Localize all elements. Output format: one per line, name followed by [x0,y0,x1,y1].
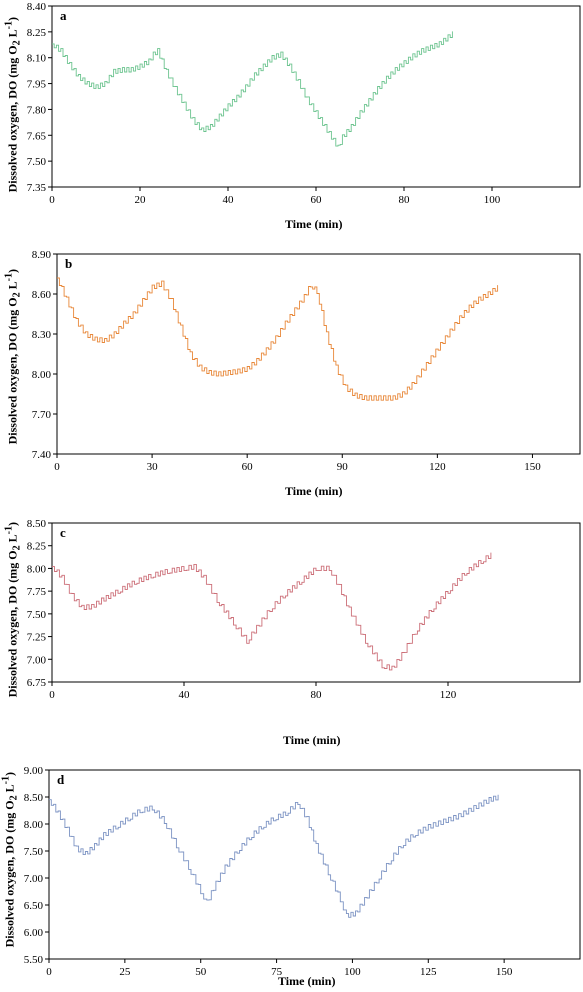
x-tick-label: 60 [311,194,323,206]
x-tick-label: 60 [242,461,254,473]
y-tick-label: 7.80 [27,104,47,116]
x-tick-label: 90 [337,461,349,473]
y-tick-label: 7.25 [27,632,47,644]
chart-b: 7.40 7.70 8.00 8.30 8.60 8.90 0 30 60 90 120 150 b [32,249,581,473]
y-tick-label: 7.40 [32,449,52,461]
panel-a: 7.35 7.50 7.65 7.80 7.95 8.10 8.25 8.40 0 20 40 60 8… [0,0,583,248]
x-tick-label: 20 [135,194,147,206]
y-tick-label: 7.95 [27,79,47,91]
x-tick-label: 80 [311,689,323,701]
x-tick-label: 30 [147,461,159,473]
x-axis-title: Time (min) [283,733,341,747]
x-tick-label: 40 [179,689,191,701]
panel-b: 7.40 7.70 8.00 8.30 8.60 8.90 0 30 60 90 120 150 b D… [0,248,583,500]
y-axis-title: Dissolved oxygen, DO (mg O2 L-1) [3,522,23,698]
plot-frame [51,5,581,188]
chart-d: 5.50 6.00 6.50 7.00 7.50 8.00 8.50 9.00 0 25 50 75 1… [24,765,581,978]
x-tick-label: 0 [49,689,55,701]
y-tick-label: 6.75 [27,677,47,689]
plot-frame [56,253,581,455]
panel-letter: c [60,525,66,540]
panel-d: 5.50 6.00 6.50 7.00 7.50 8.00 8.50 9.00 0 25 50 75 1… [0,750,583,992]
x-axis-title: Time (min) [278,974,336,988]
y-tick-label: 7.50 [24,846,44,858]
x-tick-label: 0 [46,966,52,978]
plot-frame [48,769,581,960]
x-tick-label: 50 [195,966,207,978]
x-tick-label: 150 [524,461,541,473]
y-tick-label: 8.50 [24,792,44,804]
y-tick-label: 8.90 [32,249,52,261]
y-tick-label: 7.50 [27,609,47,621]
y-tick-label: 8.25 [27,27,47,39]
x-tick-label: 100 [344,966,361,978]
y-tick-label: 7.70 [32,409,52,421]
x-tick-label: 0 [49,194,55,206]
y-tick-label: 8.00 [27,563,47,575]
y-tick-label: 7.50 [27,156,47,168]
y-tick-label: 9.00 [24,765,44,777]
y-tick-label: 8.50 [27,518,47,530]
y-tick-label: 8.00 [24,819,44,831]
plot-frame [51,522,581,683]
y-axis-title: Dissolved oxygen, DO (mg O2 L-1) [0,772,20,948]
x-axis-title: Time (min) [285,217,343,231]
x-tick-label: 0 [54,461,60,473]
x-tick-label: 125 [420,966,437,978]
y-tick-label: 6.00 [24,927,44,939]
y-tick-label: 8.30 [32,329,52,341]
y-tick-label: 6.50 [24,900,44,912]
y-tick-label: 8.40 [27,1,47,13]
panel-letter: b [65,256,72,271]
series-line [49,794,499,918]
x-axis-title: Time (min) [285,484,343,498]
x-tick-label: 100 [484,194,501,206]
series-line [52,552,492,671]
series-line [57,277,499,401]
y-tick-label: 8.60 [32,289,52,301]
y-tick-label: 7.65 [27,130,47,142]
y-tick-label: 8.10 [27,53,47,65]
panel-letter: d [57,772,65,787]
series-line [52,31,453,147]
panel-letter: a [60,8,67,23]
chart-a: 7.35 7.50 7.65 7.80 7.95 8.10 8.25 8.40 0 20 40 60 8… [27,1,581,206]
x-tick-label: 120 [429,461,446,473]
chart-c: 6.75 7.00 7.25 7.50 7.75 8.00 8.25 8.50 0 40 80 120… [27,518,581,701]
x-tick-label: 40 [223,194,235,206]
y-axis-title: Dissolved oxygen, DO (mg O2 L-1) [3,17,23,193]
y-tick-label: 5.50 [24,954,44,966]
x-tick-label: 150 [496,966,513,978]
y-tick-label: 8.25 [27,541,47,553]
y-tick-label: 8.00 [32,369,52,381]
x-tick-label: 80 [399,194,411,206]
y-tick-label: 7.75 [27,586,47,598]
y-tick-label: 7.00 [24,873,44,885]
y-tick-label: 7.00 [27,654,47,666]
x-tick-label: 120 [440,689,457,701]
panel-c: 6.75 7.00 7.25 7.50 7.75 8.00 8.25 8.50 0 40 80 120… [0,500,583,750]
x-tick-label: 75 [271,966,283,978]
y-axis-title: Dissolved oxygen, DO (mg O2 L-1) [3,269,23,445]
y-tick-label: 7.35 [27,182,47,194]
x-tick-label: 25 [119,966,131,978]
